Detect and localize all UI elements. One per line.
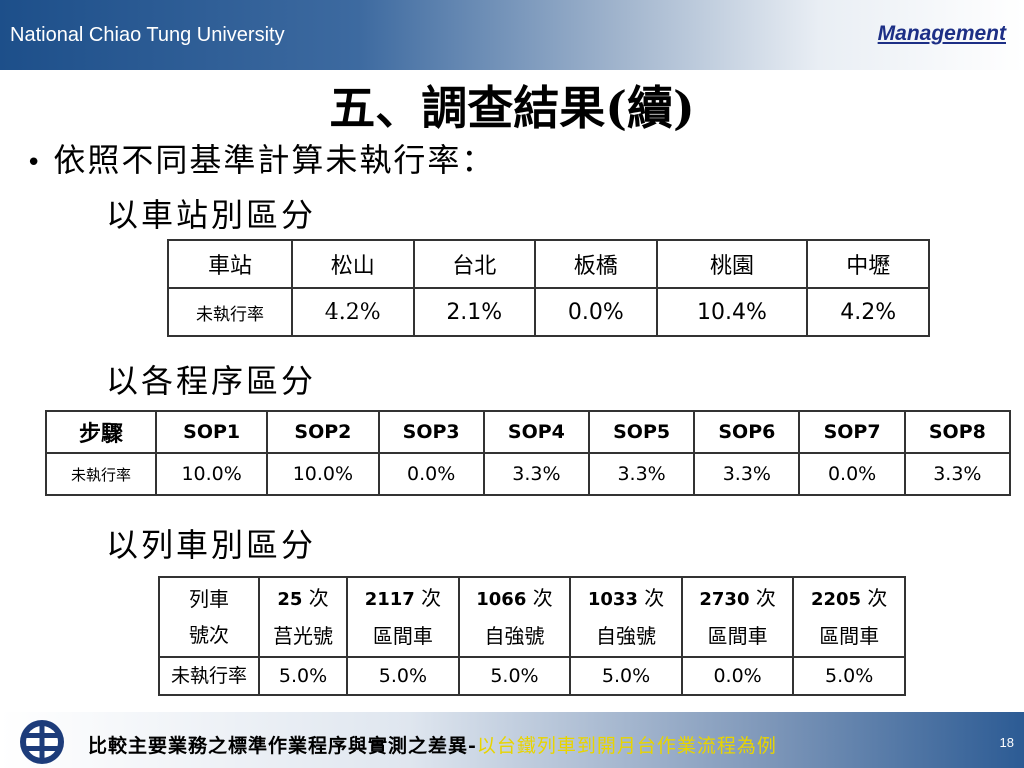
table-cell: 台北 [412, 239, 537, 289]
train-suffix: 次 [308, 586, 329, 610]
section-procedure-heading: 以各程序區分 [106, 362, 317, 400]
section-train-heading: 以列車別區分 [106, 526, 317, 564]
table-cell: 0.0% [680, 656, 795, 696]
table-cell: SOP4 [482, 410, 591, 454]
train-number: 1066 [476, 589, 527, 610]
table-row: 未執行率 4.2% 2.1% 0.0% 10.4% 4.2% [167, 287, 930, 337]
train-type: 區間車 [372, 624, 433, 648]
bullet-point: • 依照不同基準計算未執行率： [26, 135, 495, 181]
footer-text-highlight: 以台鐵列車到開月台作業流程為例 [476, 735, 777, 757]
train-type: 區間車 [819, 624, 880, 648]
table-cell: 5.0% [457, 656, 572, 696]
footer-text: 比較主要業務之標準作業程序與實測之差異-以台鐵列車到開月台作業流程為例 [88, 731, 777, 758]
table-row: 未執行率 5.0% 5.0% 5.0% 5.0% 0.0% 5.0% [158, 656, 906, 696]
railway-logo-icon [20, 720, 64, 764]
slide-title: 五、調查結果(續) [329, 81, 695, 135]
train-suffix: 次 [644, 586, 665, 610]
table-cell: SOP1 [154, 410, 269, 454]
train-suffix: 次 [755, 586, 776, 610]
table-cell: SOP7 [798, 410, 906, 454]
university-name: National Chiao Tung University [10, 24, 285, 46]
table-cell: 步驟 [45, 410, 157, 454]
table-cell: 10.0% [266, 452, 380, 496]
table-cell: 10.4% [655, 287, 809, 337]
bullet-icon: • [26, 148, 44, 178]
procedure-table: 步驟 SOP1 SOP2 SOP3 SOP4 SOP5 SOP6 SOP7 SO… [45, 410, 1012, 496]
table-cell: 板橋 [534, 239, 658, 289]
table-cell: SOP5 [587, 410, 696, 454]
train-suffix: 次 [532, 586, 553, 610]
train-number: 25 [277, 589, 303, 610]
table-cell: 5.0% [569, 656, 683, 696]
train-type: 自強號 [596, 624, 657, 648]
table-row: 步驟 SOP1 SOP2 SOP3 SOP4 SOP5 SOP6 SOP7 SO… [45, 410, 1012, 454]
table-cell: 4.2% [806, 287, 930, 337]
table-cell: 未執行率 [45, 452, 157, 496]
table-cell: 0.0% [534, 287, 658, 337]
header-banner [0, 0, 1024, 70]
table-cell: 25 次莒光號 [257, 576, 349, 658]
table-cell: SOP3 [377, 410, 485, 454]
table-cell: 未執行率 [158, 656, 260, 696]
table-cell: 2205 次區間車 [792, 576, 906, 658]
train-number: 2730 [699, 589, 750, 610]
table-cell: 2730 次區間車 [680, 576, 795, 658]
table-cell: 0.0% [377, 452, 485, 496]
table-cell: SOP2 [266, 410, 380, 454]
table-cell: 3.3% [482, 452, 591, 496]
train-number: 2117 [364, 589, 415, 610]
train-number: 1033 [587, 589, 638, 610]
train-type: 莒光號 [273, 624, 334, 648]
train-type: 自強號 [484, 624, 545, 648]
footer-text-main: 比較主要業務之標準作業程序與實測之差異- [88, 735, 477, 757]
table-cell: 松山 [291, 239, 415, 289]
station-table: 車站 松山 台北 板橋 桃園 中壢 未執行率 4.2% 2.1% 0.0% 10… [167, 239, 930, 337]
table-cell: 5.0% [346, 656, 460, 696]
table-cell: 2.1% [412, 287, 537, 337]
table-cell: 5.0% [257, 656, 349, 696]
train-table: 列車 號次 25 次莒光號 2117 次區間車 1066 次自強號 1033 次自… [158, 576, 906, 696]
table-cell: 3.3% [903, 452, 1012, 496]
table-cell: 1066 次自強號 [457, 576, 572, 658]
section-station-heading: 以車站別區分 [106, 196, 317, 234]
department-link[interactable]: Management [877, 22, 1006, 45]
bullet-text: 依照不同基準計算未執行率： [53, 141, 496, 179]
header-label-line1: 列車 [189, 587, 229, 611]
table-cell: 車站 [167, 239, 293, 289]
table-cell: 1033 次自強號 [569, 576, 683, 658]
table-cell: 5.0% [792, 656, 906, 696]
table-cell: 中壢 [806, 239, 930, 289]
table-cell: 3.3% [587, 452, 696, 496]
train-suffix: 次 [867, 586, 888, 610]
page-number: 18 [999, 735, 1014, 750]
table-row: 列車 號次 25 次莒光號 2117 次區間車 1066 次自強號 1033 次自… [158, 576, 906, 658]
table-row: 未執行率 10.0% 10.0% 0.0% 3.3% 3.3% 3.3% 0.0… [45, 452, 1012, 496]
train-suffix: 次 [421, 586, 442, 610]
table-cell: 2117 次區間車 [346, 576, 460, 658]
header-label-line2: 號次 [189, 623, 229, 647]
table-cell: 桃園 [655, 239, 809, 289]
train-type: 區間車 [707, 624, 768, 648]
table-cell: 未執行率 [167, 287, 293, 337]
table-cell: 10.0% [154, 452, 269, 496]
train-number: 2205 [810, 589, 862, 610]
table-cell: 0.0% [798, 452, 906, 496]
table-row: 車站 松山 台北 板橋 桃園 中壢 [167, 239, 930, 289]
table-cell: 3.3% [693, 452, 801, 496]
table-cell: 4.2% [291, 287, 415, 337]
table-cell: SOP6 [693, 410, 801, 454]
footer-banner [0, 712, 1024, 768]
table-cell: SOP8 [903, 410, 1012, 454]
table-cell: 列車 號次 [158, 576, 260, 658]
